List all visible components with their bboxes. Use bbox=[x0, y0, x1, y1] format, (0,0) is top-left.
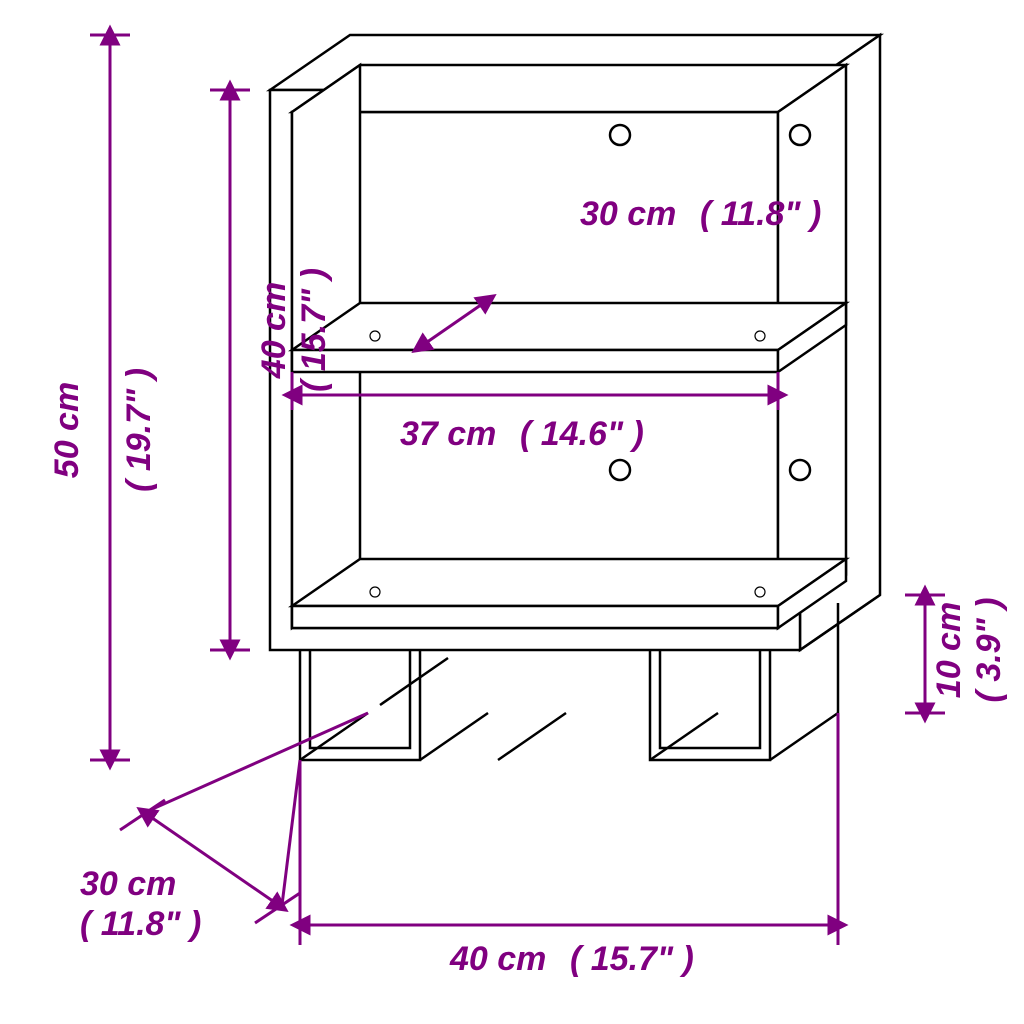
dim-leg-height-cm: 10 cm bbox=[930, 602, 968, 698]
dim-total-height-cm: 50 cm bbox=[48, 382, 86, 478]
dimension-diagram: 50 cm ( 19.7" ) 40 cm ( 15.7" ) 30 cm ( … bbox=[0, 0, 1024, 1024]
dim-shelf-width-in: ( 14.6" ) bbox=[520, 415, 644, 453]
dim-total-height-in: ( 19.7" ) bbox=[120, 368, 158, 492]
dim-leg-height-in: ( 3.9" ) bbox=[970, 598, 1008, 703]
dim-base-depth-cm: 30 cm bbox=[80, 865, 176, 903]
dim-inner-height-in: ( 15.7" ) bbox=[295, 268, 333, 392]
dim-shelf-depth-in: ( 11.8" ) bbox=[700, 195, 821, 233]
dim-base-width-cm: 40 cm bbox=[449, 940, 546, 978]
dim-base-depth-in: ( 11.8" ) bbox=[80, 905, 201, 943]
dim-shelf-width-cm: 37 cm bbox=[400, 415, 496, 453]
dim-shelf-depth-cm: 30 cm bbox=[580, 195, 676, 233]
dim-inner-height-cm: 40 cm bbox=[255, 282, 293, 379]
dim-base-width-in: ( 15.7" ) bbox=[570, 940, 694, 978]
